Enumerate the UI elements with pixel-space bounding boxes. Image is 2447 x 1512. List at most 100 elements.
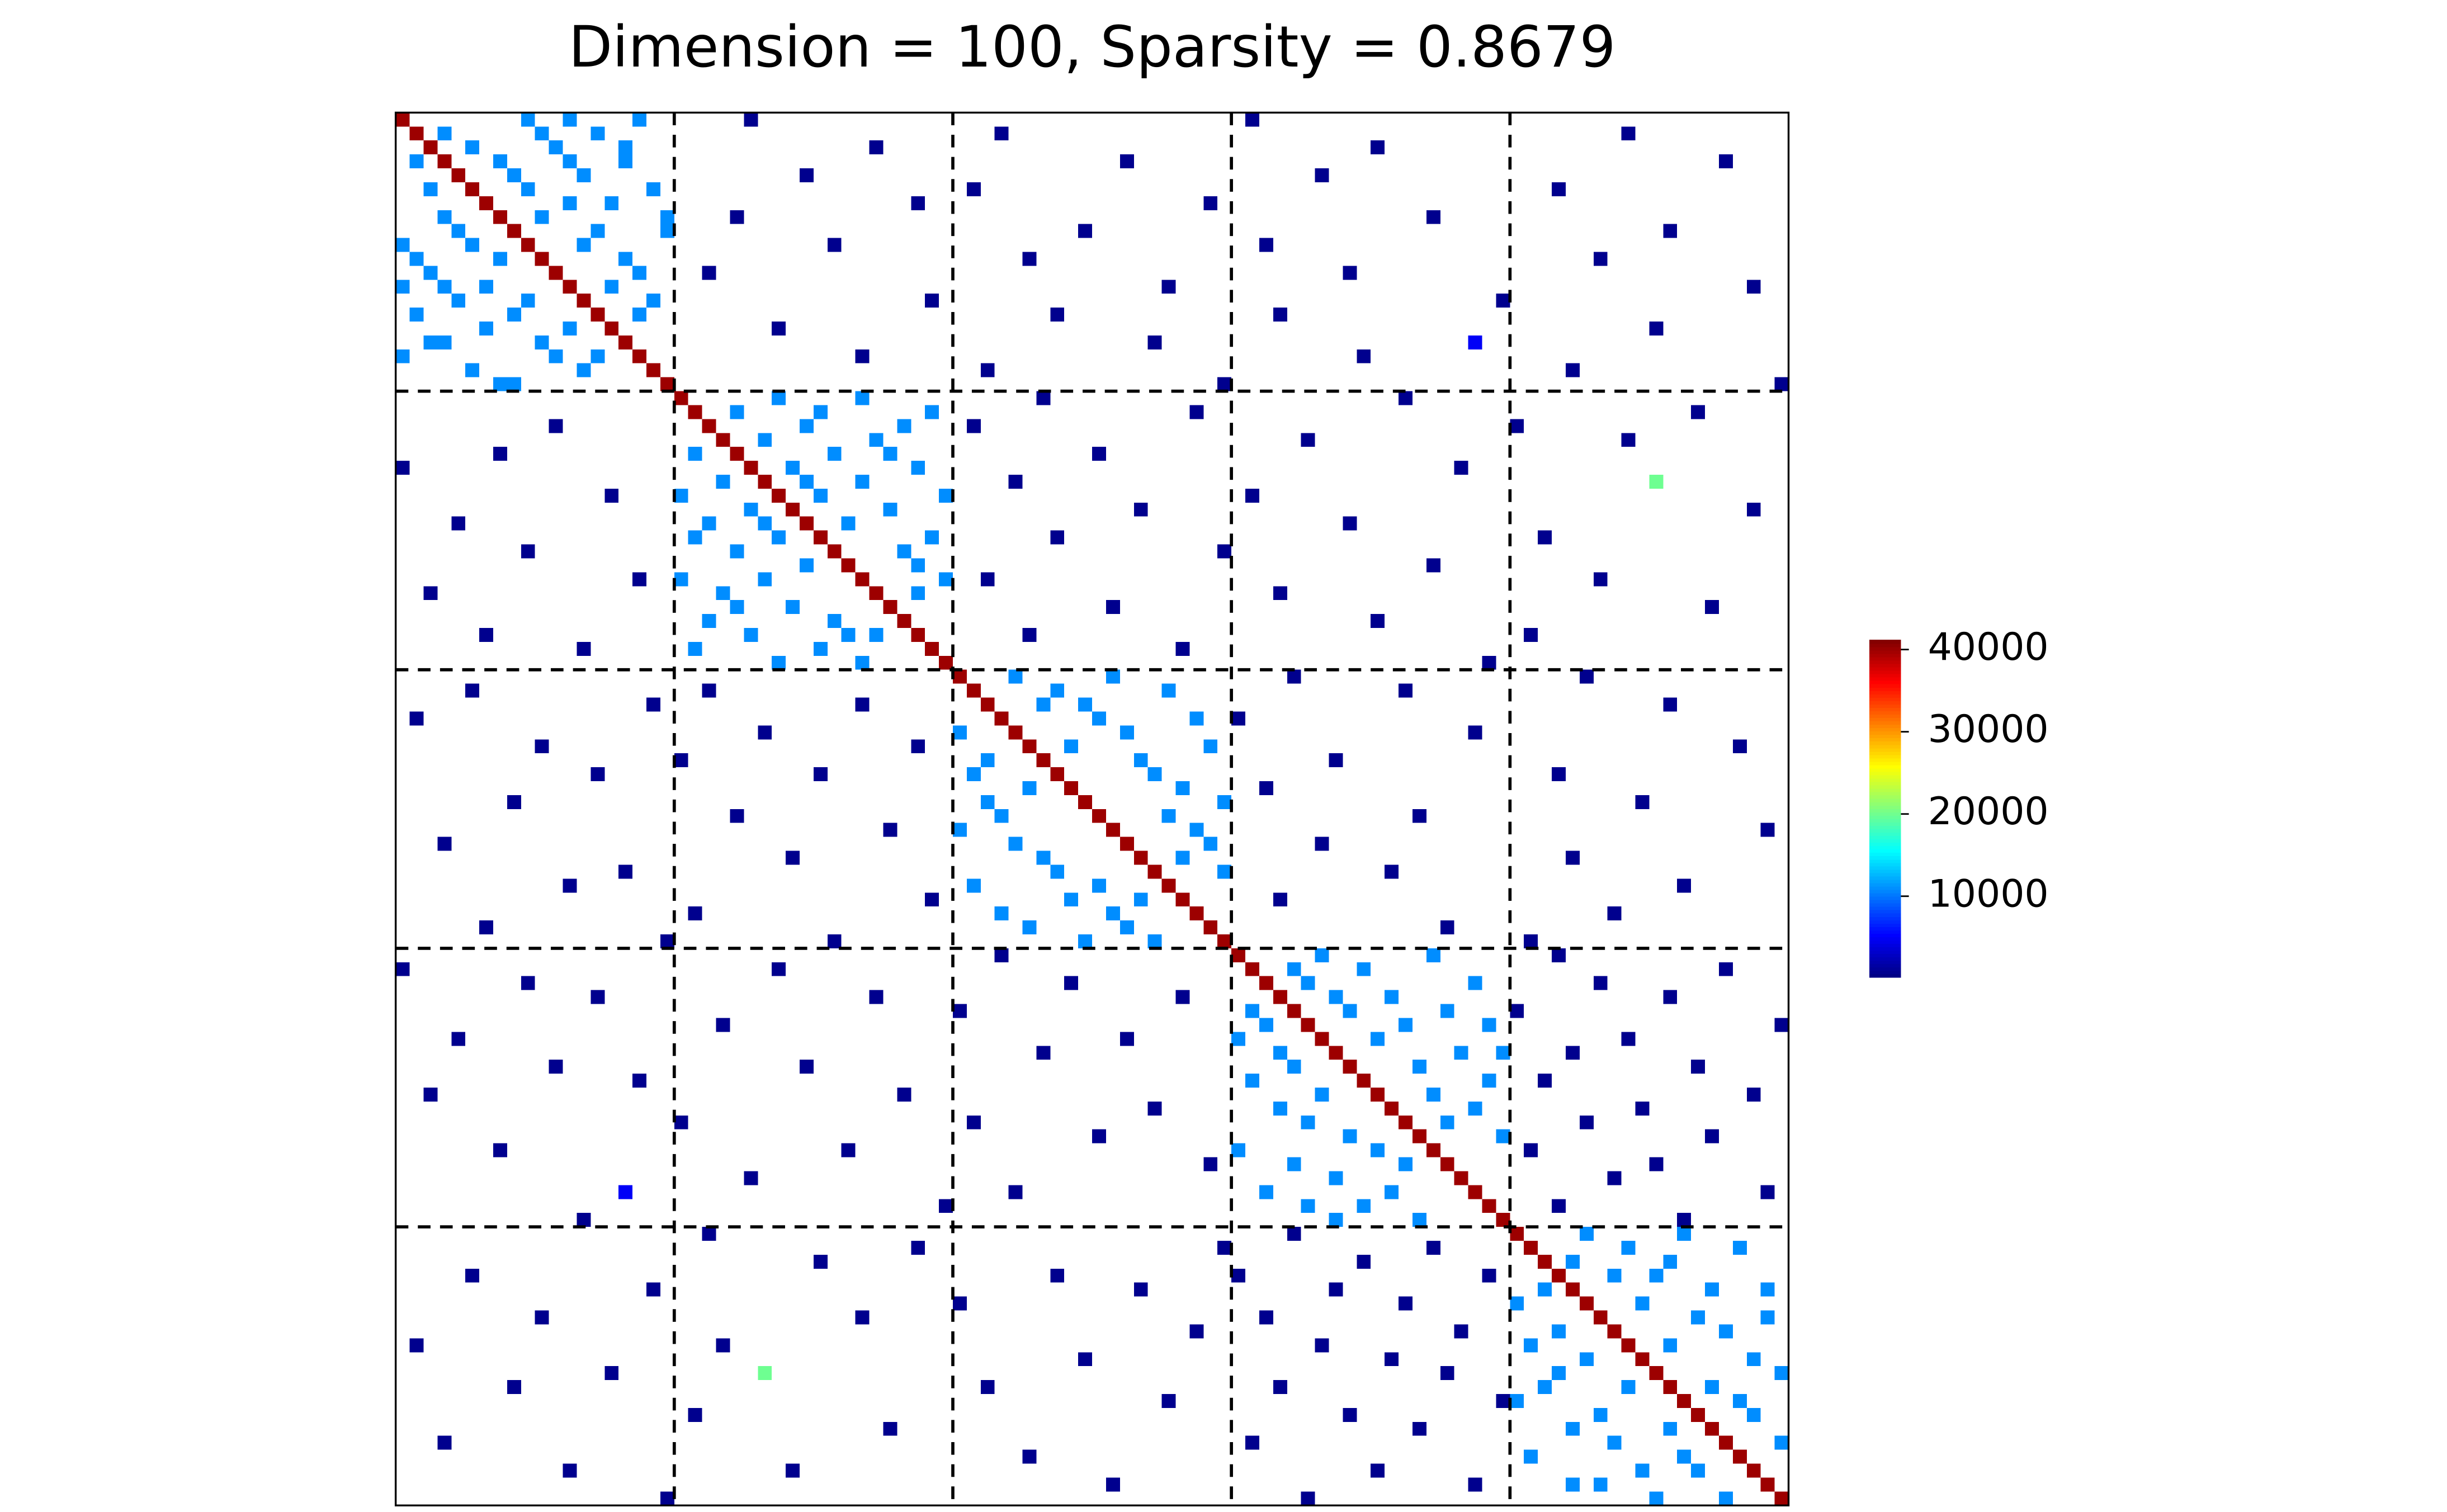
- cell: [744, 112, 758, 127]
- cell: [772, 488, 786, 503]
- cell: [827, 544, 842, 559]
- cell: [1440, 1366, 1454, 1381]
- cell: [1718, 1324, 1733, 1339]
- cell: [1022, 252, 1037, 266]
- colorbar-swatch: [1869, 703, 1901, 708]
- cell: [994, 906, 1009, 921]
- cell: [1385, 1352, 1399, 1367]
- cell: [1565, 1254, 1580, 1269]
- colorbar-swatch: [1869, 858, 1901, 863]
- cell: [409, 1338, 424, 1353]
- colorbar-swatch: [1869, 953, 1901, 958]
- cell: [437, 837, 452, 851]
- cell: [966, 1115, 981, 1130]
- colorbar-swatch: [1869, 683, 1901, 688]
- cell: [1496, 1129, 1510, 1144]
- cell: [1371, 140, 1385, 155]
- cell: [744, 1171, 758, 1185]
- cell: [1705, 1129, 1719, 1144]
- cell: [1454, 1324, 1468, 1339]
- colorbar-swatch: [1869, 677, 1901, 681]
- colorbar-swatch: [1869, 798, 1901, 802]
- colorbar-swatch: [1869, 872, 1901, 877]
- cell: [1718, 1435, 1733, 1450]
- cell: [1426, 1087, 1440, 1102]
- cell: [1691, 1407, 1706, 1422]
- cell: [855, 349, 870, 363]
- cell: [632, 1074, 646, 1088]
- cell: [1510, 1227, 1524, 1241]
- cell: [813, 767, 828, 782]
- cell: [966, 683, 981, 698]
- cell: [493, 154, 507, 169]
- cell: [702, 614, 716, 629]
- cell: [1579, 1352, 1594, 1367]
- cell: [1036, 850, 1051, 865]
- cell: [1078, 795, 1093, 809]
- colorbar-swatch: [1869, 825, 1901, 829]
- cell: [1259, 1185, 1273, 1199]
- cell: [1663, 1254, 1678, 1269]
- cell: [577, 168, 591, 182]
- cell: [577, 641, 591, 656]
- cell: [563, 1463, 577, 1478]
- cell: [1732, 1449, 1747, 1464]
- cell: [1371, 1032, 1385, 1046]
- cell: [1649, 1268, 1664, 1283]
- cell: [521, 976, 535, 990]
- cell: [1343, 1407, 1357, 1422]
- cell: [1746, 1463, 1761, 1478]
- colorbar-swatch: [1869, 680, 1901, 684]
- cell: [521, 112, 535, 127]
- cell: [423, 586, 438, 601]
- cell: [1245, 962, 1259, 976]
- cell: [563, 878, 577, 893]
- cell: [1161, 809, 1176, 823]
- cell: [1175, 641, 1190, 656]
- cell: [1454, 461, 1468, 475]
- cell: [1106, 906, 1120, 921]
- cell: [1635, 1296, 1650, 1311]
- colorbar-swatch: [1869, 744, 1901, 749]
- cell: [1593, 572, 1608, 587]
- cell: [1064, 976, 1079, 990]
- cell: [1273, 1101, 1287, 1116]
- cell: [1607, 1435, 1622, 1450]
- cell: [1287, 669, 1301, 684]
- cell: [1677, 1393, 1692, 1408]
- cell: [1663, 990, 1678, 1004]
- cell: [1538, 1074, 1552, 1088]
- cell: [1621, 433, 1636, 447]
- cell: [563, 112, 577, 127]
- cell: [730, 544, 744, 559]
- cell: [1022, 739, 1037, 754]
- cell: [980, 795, 995, 809]
- cell: [1371, 614, 1385, 629]
- cell: [1008, 669, 1023, 684]
- cell: [660, 210, 674, 224]
- cell: [1649, 1491, 1664, 1506]
- cell: [577, 1213, 591, 1227]
- cell: [1621, 1032, 1636, 1046]
- cell: [1705, 600, 1719, 615]
- cell: [493, 377, 507, 391]
- cell: [786, 600, 800, 615]
- cell: [1008, 725, 1023, 740]
- cell: [1482, 655, 1496, 670]
- cell: [1217, 795, 1232, 809]
- cell: [674, 488, 688, 503]
- cell: [563, 322, 577, 336]
- cell: [451, 224, 466, 238]
- cell: [535, 335, 549, 349]
- cell: [395, 962, 410, 976]
- cell: [1482, 1018, 1496, 1032]
- cell: [1718, 962, 1733, 976]
- cell: [479, 280, 493, 294]
- colorbar-swatch: [1869, 768, 1901, 772]
- cell: [1008, 475, 1023, 489]
- cell: [1133, 753, 1148, 768]
- cell: [883, 447, 897, 461]
- cell: [1315, 1032, 1329, 1046]
- cell: [1259, 238, 1273, 252]
- cell: [1691, 405, 1706, 419]
